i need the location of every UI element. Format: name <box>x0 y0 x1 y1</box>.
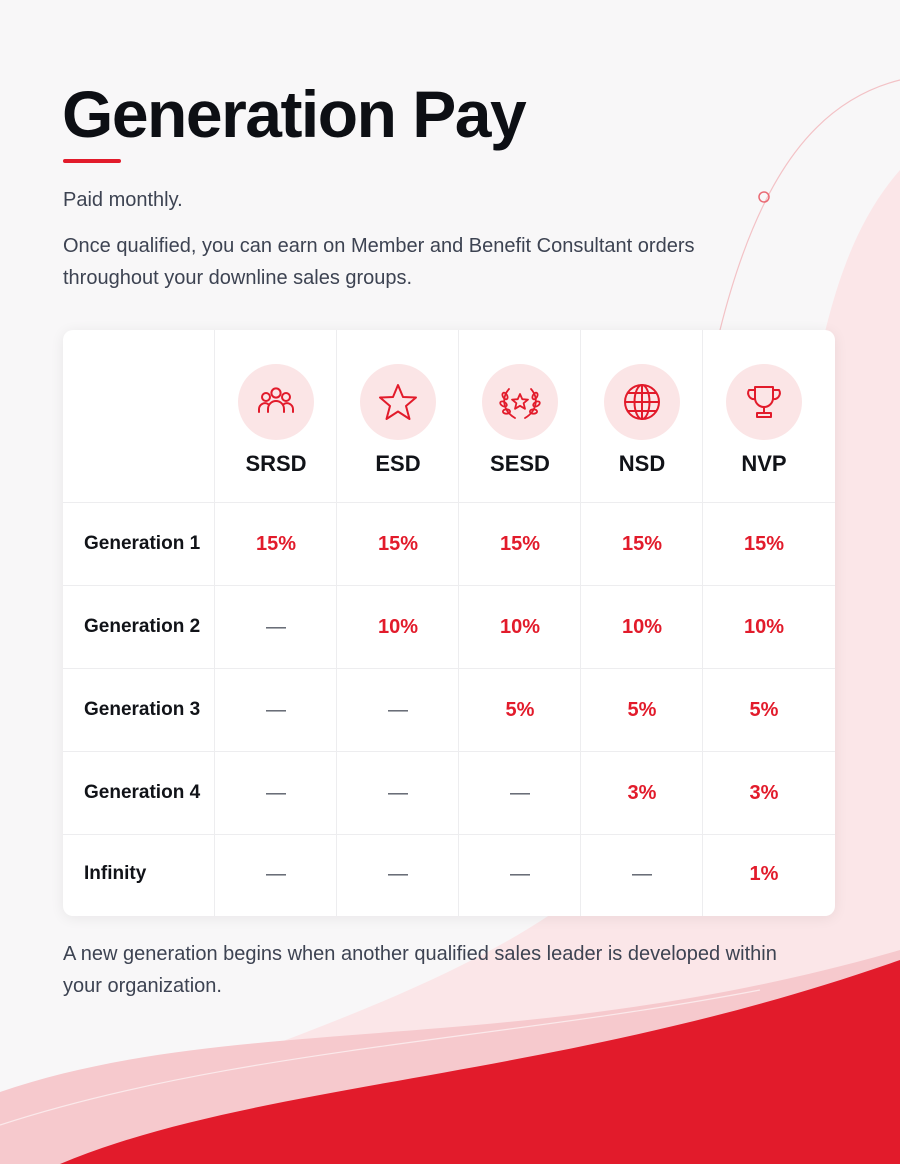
row-label-infinity: Infinity <box>84 863 147 884</box>
star-icon <box>360 364 436 440</box>
page-title: Generation Pay <box>62 77 527 151</box>
table-cell: — <box>510 863 530 885</box>
table-cell: 10% <box>377 616 419 638</box>
table-cell: 10% <box>621 616 663 638</box>
globe-icon <box>604 364 680 440</box>
trophy-icon <box>726 364 802 440</box>
column-header-nsd: NSD <box>581 330 703 502</box>
table-cell: 5% <box>505 699 535 721</box>
table-cell: — <box>266 782 286 804</box>
column-header-sesd: SESD <box>459 330 581 502</box>
table-cell: 3% <box>749 782 779 804</box>
team-icon <box>238 364 314 440</box>
table-cell: — <box>388 863 408 885</box>
row-label-generation-2: Generation 2 <box>84 616 201 637</box>
rank-label-esd: ESD <box>375 451 421 476</box>
rank-label-nvp: NVP <box>741 451 787 476</box>
table-cell: 15% <box>255 533 297 555</box>
table-cell: — <box>266 616 286 638</box>
generation-pay-table: SRSD ESD <box>63 330 835 916</box>
table-cell: — <box>266 863 286 885</box>
laurel-star-icon <box>482 364 558 440</box>
table-cell: — <box>632 863 652 885</box>
title-underline <box>63 159 121 163</box>
footer-note: A new generation begins when another qua… <box>63 943 777 997</box>
column-header-nvp: NVP <box>703 330 825 502</box>
column-header-esd: ESD <box>337 330 459 502</box>
intro-paragraph: Once qualified, you can earn on Member a… <box>63 235 695 289</box>
table-cell: — <box>510 782 530 804</box>
rank-label-nsd: NSD <box>618 451 666 476</box>
column-header-srsd: SRSD <box>215 330 337 502</box>
paid-monthly-note: Paid monthly. <box>63 189 183 211</box>
table-cell: 1% <box>749 863 779 885</box>
row-label-generation-4: Generation 4 <box>84 782 201 803</box>
table-gridlines <box>63 330 835 916</box>
table-cell: 10% <box>499 616 541 638</box>
table-cell: 5% <box>749 699 779 721</box>
table-cell: 15% <box>377 533 419 555</box>
row-label-generation-1: Generation 1 <box>84 533 201 554</box>
table-cell: — <box>266 699 286 721</box>
row-label-generation-3: Generation 3 <box>84 699 201 720</box>
rank-label-srsd: SRSD <box>245 451 307 476</box>
table-cell: 3% <box>627 782 657 804</box>
table-cell: 15% <box>499 533 541 555</box>
table-cell: 15% <box>743 533 785 555</box>
table-cell: 10% <box>743 616 785 638</box>
rank-label-sesd: SESD <box>490 451 550 476</box>
table-cell: — <box>388 699 408 721</box>
table-cell: 15% <box>621 533 663 555</box>
table-cell: — <box>388 782 408 804</box>
table-cell: 5% <box>627 699 657 721</box>
